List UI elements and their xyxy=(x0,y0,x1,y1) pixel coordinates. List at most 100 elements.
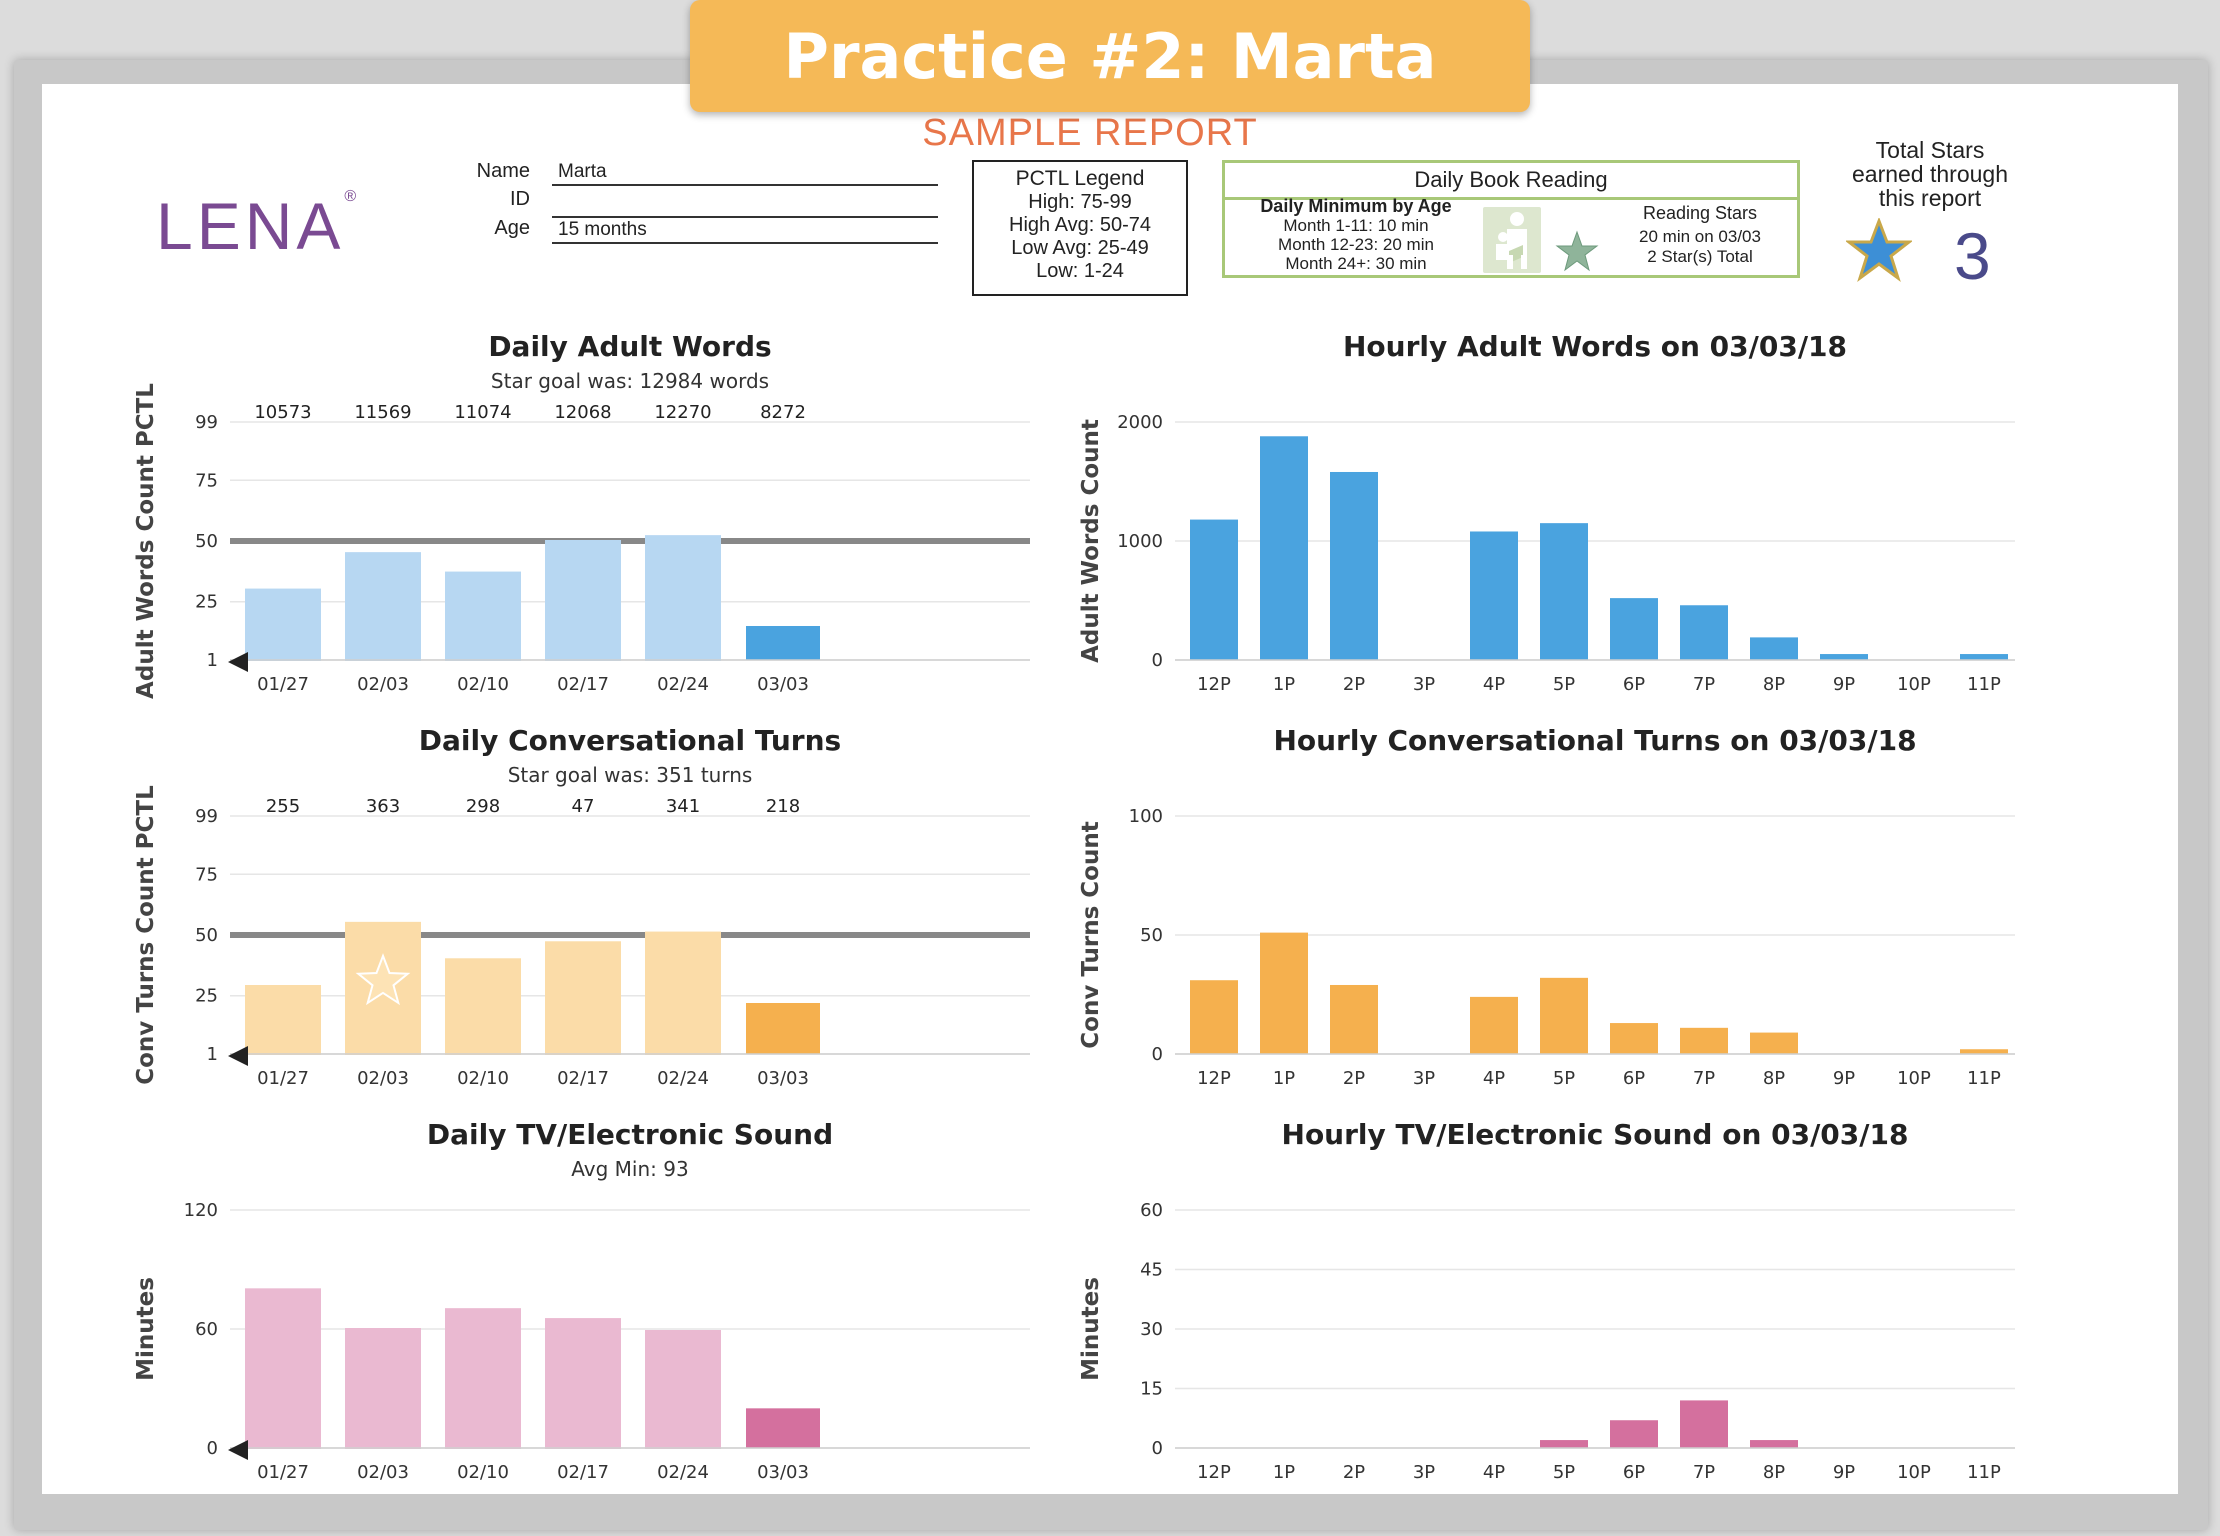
total-stars-line: earned through xyxy=(1851,161,2008,187)
bar-value-label: 12068 xyxy=(554,402,611,423)
bar xyxy=(245,985,321,1055)
total-stars-line: this report xyxy=(1878,185,1982,211)
daily-minimum-row: Month 24+: 30 min xyxy=(1285,254,1427,273)
x-tick-label: 1P xyxy=(1273,1462,1295,1483)
y-tick-label: 99 xyxy=(195,806,218,827)
bar xyxy=(245,588,321,662)
x-tick-label: 4P xyxy=(1483,674,1505,695)
x-tick-label: 8P xyxy=(1763,1462,1785,1483)
goal-star-icon xyxy=(355,953,411,1006)
x-tick-label: 6P xyxy=(1623,1462,1645,1483)
bar xyxy=(1190,519,1238,660)
bar-value-label: 8272 xyxy=(760,402,806,423)
bar xyxy=(1960,1049,2008,1054)
x-tick-label: 4P xyxy=(1483,1462,1505,1483)
x-tick-label: 02/03 xyxy=(357,1462,409,1483)
age-label: Age xyxy=(494,217,530,239)
bar xyxy=(1540,1440,1588,1448)
y-tick-label: 0 xyxy=(1152,650,1163,671)
chart-daily-conv-turns: Daily Conversational Turns Star goal was:… xyxy=(133,724,1030,1089)
y-axis-label: Adult Words Count xyxy=(1078,419,1104,663)
bar xyxy=(445,571,521,661)
bar xyxy=(1610,1420,1658,1448)
x-tick-label: 2P xyxy=(1343,1462,1365,1483)
scroll-left-arrow-icon xyxy=(228,652,248,672)
book-reading-title: Daily Book Reading xyxy=(1225,163,1797,200)
x-tick-label: 02/10 xyxy=(457,1462,509,1483)
bar xyxy=(445,1308,521,1449)
daily-minimum-title: Daily Minimum by Age xyxy=(1260,196,1452,216)
bar-value-label: 363 xyxy=(366,796,400,817)
x-tick-label: 8P xyxy=(1763,674,1785,695)
y-tick-label: 1000 xyxy=(1117,531,1163,552)
bar-value-label: 255 xyxy=(266,796,300,817)
x-tick-label: 9P xyxy=(1833,1462,1855,1483)
y-tick-label: 60 xyxy=(195,1319,218,1340)
x-tick-label: 3P xyxy=(1413,1462,1435,1483)
daily-minimum-row: Month 12-23: 20 min xyxy=(1278,235,1434,254)
bar xyxy=(1680,1027,1728,1054)
y-tick-label: 50 xyxy=(1140,925,1163,946)
bar xyxy=(1540,977,1588,1054)
chart-hourly-tv: Hourly TV/Electronic Sound on 03/03/18 Mi… xyxy=(1078,1118,2015,1483)
bar xyxy=(1260,436,1308,660)
bar-value-label: 47 xyxy=(572,796,595,817)
x-tick-label: 4P xyxy=(1483,1068,1505,1089)
y-tick-label: 25 xyxy=(195,986,218,1007)
pctl-legend-row: High Avg: 50-74 xyxy=(1009,214,1151,236)
reading-star-icon xyxy=(1555,230,1599,272)
x-tick-label: 01/27 xyxy=(257,674,309,695)
y-tick-label: 60 xyxy=(1140,1200,1163,1221)
y-tick-label: 0 xyxy=(1152,1044,1163,1065)
x-tick-label: 2P xyxy=(1343,674,1365,695)
x-tick-label: 11P xyxy=(1967,1462,2001,1483)
banner-title: Practice #2: Marta xyxy=(690,0,1530,112)
y-axis-label: Minutes xyxy=(1078,1277,1104,1381)
bar xyxy=(645,931,721,1055)
x-tick-label: 6P xyxy=(1623,674,1645,695)
pctl-legend-row: Low Avg: 25-49 xyxy=(1011,237,1149,259)
bar xyxy=(1330,471,1378,660)
x-tick-label: 1P xyxy=(1273,674,1295,695)
bar xyxy=(1260,932,1308,1054)
y-tick-label: 2000 xyxy=(1117,412,1163,433)
reading-stars-title: Reading Stars xyxy=(1642,203,1758,223)
x-tick-label: 8P xyxy=(1763,1068,1785,1089)
chart-title: Daily Adult Words xyxy=(488,330,771,363)
chart-title: Daily TV/Electronic Sound xyxy=(427,1118,833,1151)
x-tick-label: 03/03 xyxy=(757,1068,809,1089)
id-value xyxy=(552,190,938,218)
name-value: Marta xyxy=(552,158,938,186)
y-tick-label: 75 xyxy=(195,470,218,491)
star-icon xyxy=(1846,218,1912,282)
reading-stars-row: 2 Star(s) Total xyxy=(1647,247,1753,266)
daily-book-reading-box: Daily Book Reading Daily Minimum by Age … xyxy=(1222,160,1800,278)
y-tick-label: 50 xyxy=(195,531,218,552)
lena-logo: LENA® xyxy=(156,188,356,264)
chart-title: Hourly Adult Words on 03/03/18 xyxy=(1343,330,1847,363)
bar xyxy=(1610,1023,1658,1054)
reading-stars-row: 20 min on 03/03 xyxy=(1639,227,1761,246)
chart-title: Daily Conversational Turns xyxy=(419,724,841,757)
report-page xyxy=(42,84,2178,1494)
chart-subtitle: Star goal was: 12984 words xyxy=(491,369,769,393)
pctl-legend-row: High: 75-99 xyxy=(1028,191,1132,213)
x-tick-label: 10P xyxy=(1897,1068,1931,1089)
bar xyxy=(1540,523,1588,660)
x-tick-label: 6P xyxy=(1623,1068,1645,1089)
bar-value-label: 298 xyxy=(466,796,500,817)
x-tick-label: 2P xyxy=(1343,1068,1365,1089)
y-tick-label: 1 xyxy=(207,650,218,671)
y-tick-label: 15 xyxy=(1140,1379,1163,1400)
sample-report-label: SAMPLE REPORT xyxy=(922,112,1258,154)
x-tick-label: 7P xyxy=(1693,1462,1715,1483)
chart-daily-tv: Daily TV/Electronic Sound Avg Min: 93 Minu… xyxy=(133,1118,1030,1483)
bar xyxy=(1330,984,1378,1054)
x-tick-label: 02/24 xyxy=(657,674,709,695)
chart-subtitle: Avg Min: 93 xyxy=(571,1157,688,1181)
y-tick-label: 1 xyxy=(207,1044,218,1065)
x-tick-label: 02/24 xyxy=(657,1462,709,1483)
chart-daily-adult-words: Daily Adult Words Star goal was: 12984 wo… xyxy=(133,330,1030,699)
bar xyxy=(245,1288,321,1449)
x-tick-label: 02/10 xyxy=(457,1068,509,1089)
